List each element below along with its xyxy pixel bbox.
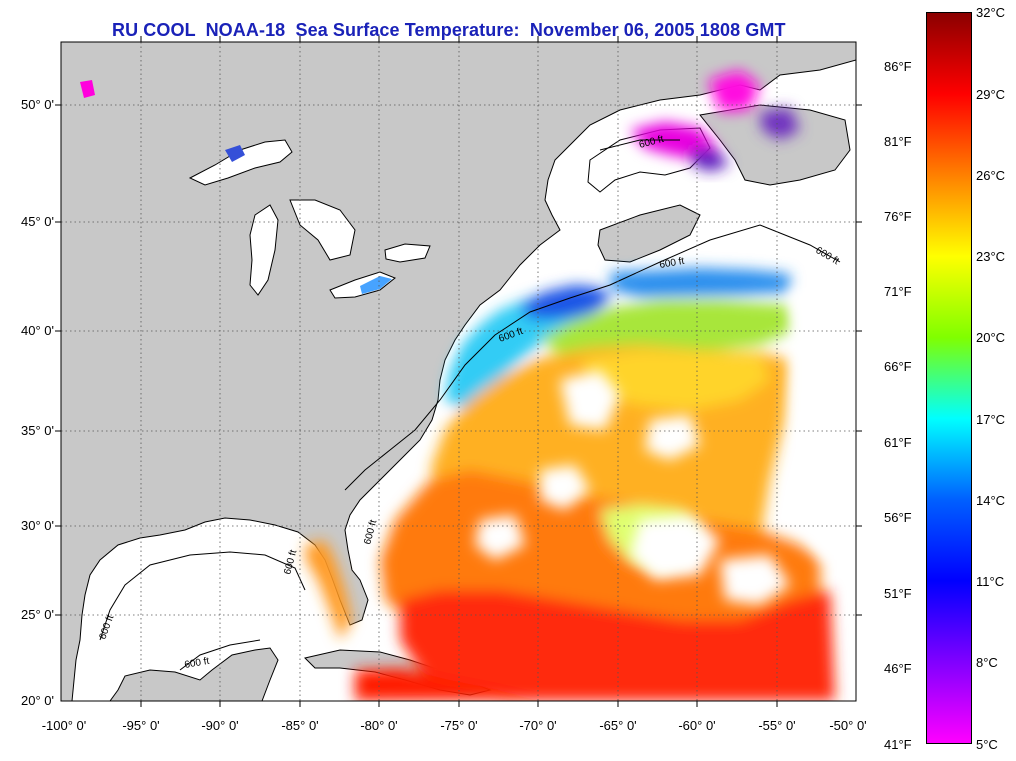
- cloud-cover: [475, 280, 856, 605]
- temperature-colorbar: [926, 12, 972, 744]
- graticule: [61, 42, 856, 701]
- sst-cold-north: [630, 70, 800, 172]
- cloud-2: [630, 515, 720, 580]
- lon-label-55: -55° 0': [758, 718, 796, 733]
- lat-label-35: 35° 0': [21, 423, 54, 438]
- colorbar-f-label: 71°F: [884, 284, 912, 299]
- colorbar-c-label: 29°C: [976, 87, 1006, 102]
- lon-label-70: -70° 0': [519, 718, 557, 733]
- lon-label-60: -60° 0': [678, 718, 716, 733]
- sst-tropical-red: [400, 590, 835, 701]
- axis-ticks: [55, 36, 862, 707]
- mexico-yucatan-land: [61, 647, 279, 701]
- lat-label-45: 45° 0': [21, 214, 54, 229]
- lon-label-75: -75° 0': [440, 718, 478, 733]
- lake-huron: [289, 199, 356, 261]
- isobath-600ft: [99, 139, 841, 671]
- colorbar-f-label: 56°F: [884, 510, 912, 525]
- lake-michigan: [249, 204, 279, 296]
- lake-superior-sst: [225, 145, 245, 162]
- nova-scotia-land: [597, 204, 701, 263]
- lake-ontario: [384, 243, 431, 263]
- cloud-6: [645, 415, 700, 460]
- lon-label-95: -95° 0': [122, 718, 160, 733]
- lon-label-85: -85° 0': [281, 718, 319, 733]
- colorbar-c-label: 17°C: [976, 412, 1006, 427]
- lon-label-80: -80° 0': [360, 718, 398, 733]
- lon-label-100: -100° 0': [41, 718, 87, 733]
- colorbar-c-label: 26°C: [976, 168, 1006, 183]
- lat-label-40: 40° 0': [21, 323, 54, 338]
- lat-label-25: 25° 0': [21, 607, 54, 622]
- lat-label-50: 50° 0': [21, 97, 54, 112]
- sst-caribbean-red: [355, 668, 540, 701]
- colorbar-f-label: 66°F: [884, 359, 912, 374]
- colorbar-c-label: 32°C: [976, 5, 1006, 20]
- cloud-1: [560, 370, 620, 430]
- lon-label-50: -50° 0': [829, 718, 867, 733]
- cloud-3: [720, 555, 790, 605]
- colorbar-c-label: 8°C: [976, 655, 998, 670]
- lake-erie-sst: [360, 276, 392, 294]
- lat-label-20: 20° 0': [21, 693, 54, 708]
- colorbar-f-label: 51°F: [884, 586, 912, 601]
- colorbar-f-label: 76°F: [884, 209, 912, 224]
- colorbar-c-label: 14°C: [976, 493, 1006, 508]
- lon-label-65: -65° 0': [599, 718, 637, 733]
- sst-scotian-shelf: [610, 268, 790, 297]
- colorbar-f-label: 46°F: [884, 661, 912, 676]
- colorbar-f-label: 86°F: [884, 59, 912, 74]
- colorbar-c-label: 11°C: [976, 574, 1005, 589]
- cloud-5: [790, 280, 856, 560]
- colorbar-f-label: 41°F: [884, 737, 912, 752]
- colorbar-c-label: 5°C: [976, 737, 998, 752]
- colorbar-c-label: 23°C: [976, 249, 1006, 264]
- lat-label-30: 30° 0': [21, 518, 54, 533]
- sst-slope-green: [540, 300, 795, 358]
- colorbar-c-label: 20°C: [976, 330, 1006, 345]
- sst-offshore-yellow: [580, 350, 770, 410]
- hudson-cold-patch: [80, 80, 95, 98]
- cloud-4: [540, 465, 590, 510]
- north-america-land: [61, 42, 856, 701]
- colorbar-f-label: 81°F: [884, 134, 912, 149]
- isobath-label: 600 ft: [184, 656, 211, 671]
- map-title: RU COOL NOAA-18 Sea Surface Temperature:…: [112, 20, 786, 40]
- newfoundland-land: [699, 104, 851, 186]
- lon-label-90: -90° 0': [201, 718, 239, 733]
- colorbar-f-label: 61°F: [884, 435, 912, 450]
- isobath-label: 600 ft: [659, 256, 686, 271]
- sst-gulf-of-maine: [520, 285, 612, 320]
